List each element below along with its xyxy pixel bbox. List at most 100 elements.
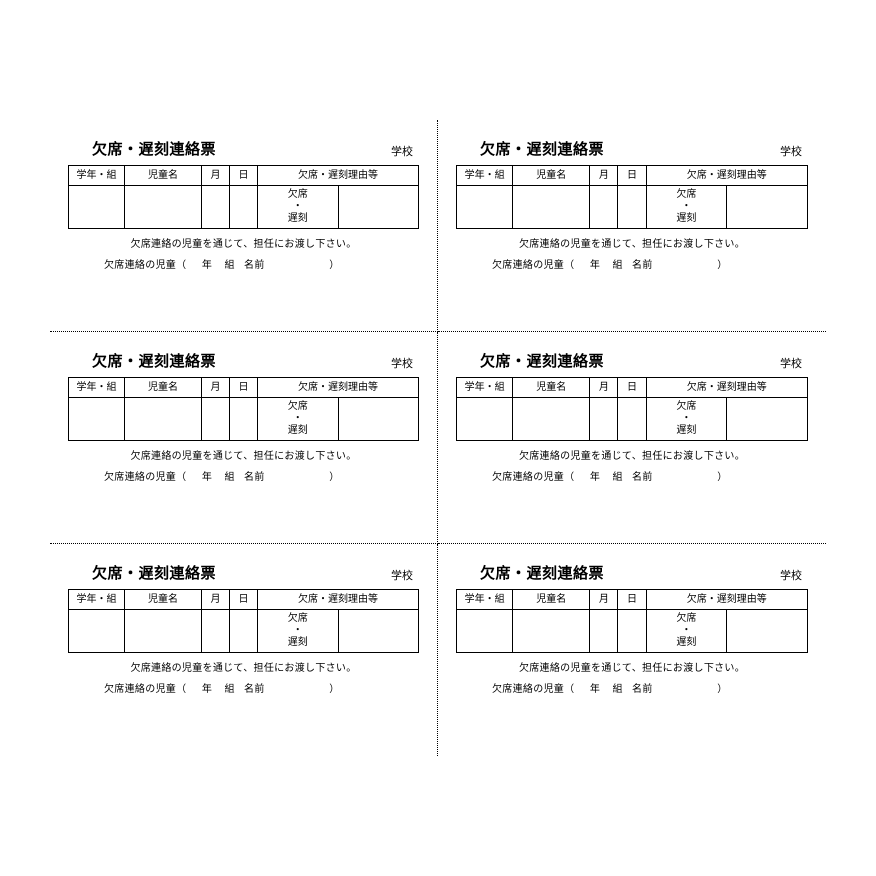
cell-absence-type: 欠席・遅刻 [258, 186, 339, 229]
deliverer-suffix: ） [717, 260, 727, 271]
cell-month [202, 610, 230, 653]
th-month: 月 [590, 378, 618, 398]
cell-day [230, 186, 258, 229]
deliverer-year: 年 [202, 684, 212, 695]
cell-reason [727, 398, 808, 441]
th-student-name: 児童名 [125, 166, 202, 186]
instruction-note: 欠席連絡の児童を通じて、担任にお渡し下さい。 [456, 235, 808, 250]
th-day: 日 [618, 378, 646, 398]
slip: 欠席・遅刻連絡票 学校 学年・組 児童名 月 日 欠席・遅刻理由等 欠席・遅刻 … [438, 120, 826, 332]
deliverer-prefix: 欠席連絡の児童（ [104, 472, 186, 483]
deliverer-year: 年 [590, 684, 600, 695]
cell-day [230, 398, 258, 441]
cell-student-name [125, 610, 202, 653]
deliverer-class: 組 [224, 684, 234, 695]
th-day: 日 [230, 166, 258, 186]
th-day: 日 [230, 378, 258, 398]
cell-absence-type: 欠席・遅刻 [258, 398, 339, 441]
cell-month [590, 610, 618, 653]
th-grade-class: 学年・組 [457, 378, 513, 398]
th-day: 日 [230, 590, 258, 610]
cell-day [618, 610, 646, 653]
slip-header: 欠席・遅刻連絡票 学校 [68, 350, 419, 371]
cell-grade-class [69, 398, 125, 441]
cell-day [230, 610, 258, 653]
slip-title: 欠席・遅刻連絡票 [460, 138, 604, 159]
th-reason: 欠席・遅刻理由等 [258, 166, 419, 186]
school-label: 学校 [780, 567, 804, 583]
th-grade-class: 学年・組 [457, 166, 513, 186]
th-reason: 欠席・遅刻理由等 [258, 378, 419, 398]
deliverer-year: 年 [202, 260, 212, 271]
deliverer-class: 組 [612, 260, 622, 271]
th-grade-class: 学年・組 [69, 378, 125, 398]
deliverer-name-label: 名前 [632, 684, 653, 695]
school-label: 学校 [391, 143, 415, 159]
cell-grade-class [457, 610, 513, 653]
slip: 欠席・遅刻連絡票 学校 学年・組 児童名 月 日 欠席・遅刻理由等 欠席・遅刻 … [438, 544, 826, 756]
th-month: 月 [202, 166, 230, 186]
cell-month [590, 186, 618, 229]
cell-absence-type: 欠席・遅刻 [646, 398, 727, 441]
deliverer-name-label: 名前 [244, 260, 265, 271]
slip-header: 欠席・遅刻連絡票 学校 [456, 350, 808, 371]
th-reason: 欠席・遅刻理由等 [646, 166, 807, 186]
school-label: 学校 [780, 355, 804, 371]
instruction-note: 欠席連絡の児童を通じて、担任にお渡し下さい。 [68, 235, 419, 250]
cell-month [590, 398, 618, 441]
th-student-name: 児童名 [125, 590, 202, 610]
cell-absence-type: 欠席・遅刻 [646, 186, 727, 229]
slip-table: 学年・組 児童名 月 日 欠席・遅刻理由等 欠席・遅刻 [68, 377, 419, 441]
cell-absence-type: 欠席・遅刻 [646, 610, 727, 653]
deliverer-class: 組 [612, 684, 622, 695]
deliverer-prefix: 欠席連絡の児童（ [492, 260, 574, 271]
instruction-note: 欠席連絡の児童を通じて、担任にお渡し下さい。 [456, 659, 808, 674]
th-month: 月 [202, 590, 230, 610]
cell-student-name [513, 186, 590, 229]
slip-title: 欠席・遅刻連絡票 [72, 562, 216, 583]
form-sheet: 欠席・遅刻連絡票 学校 学年・組 児童名 月 日 欠席・遅刻理由等 欠席・遅刻 … [0, 0, 876, 876]
deliverer-year: 年 [202, 472, 212, 483]
slip-title: 欠席・遅刻連絡票 [460, 562, 604, 583]
th-month: 月 [202, 378, 230, 398]
th-grade-class: 学年・組 [69, 166, 125, 186]
deliverer-class: 組 [612, 472, 622, 483]
deliverer-name-label: 名前 [632, 260, 653, 271]
cell-reason [338, 398, 419, 441]
slip-header: 欠席・遅刻連絡票 学校 [68, 138, 419, 159]
deliverer-prefix: 欠席連絡の児童（ [492, 684, 574, 695]
slip-title: 欠席・遅刻連絡票 [460, 350, 604, 371]
slip-table: 学年・組 児童名 月 日 欠席・遅刻理由等 欠席・遅刻 [456, 377, 808, 441]
th-student-name: 児童名 [125, 378, 202, 398]
cell-grade-class [69, 610, 125, 653]
th-student-name: 児童名 [513, 166, 590, 186]
cell-day [618, 398, 646, 441]
school-label: 学校 [780, 143, 804, 159]
cell-month [202, 186, 230, 229]
slip-table: 学年・組 児童名 月 日 欠席・遅刻理由等 欠席・遅刻 [68, 165, 419, 229]
deliverer-line: 欠席連絡の児童（ 年 組 名前 ） [68, 256, 419, 271]
cell-student-name [513, 398, 590, 441]
cell-reason [727, 186, 808, 229]
cell-grade-class [69, 186, 125, 229]
cell-student-name [125, 186, 202, 229]
deliverer-suffix: ） [717, 684, 727, 695]
cell-absence-type: 欠席・遅刻 [258, 610, 339, 653]
deliverer-name-label: 名前 [244, 684, 265, 695]
deliverer-class: 組 [224, 472, 234, 483]
slip: 欠席・遅刻連絡票 学校 学年・組 児童名 月 日 欠席・遅刻理由等 欠席・遅刻 … [50, 332, 438, 544]
slip-header: 欠席・遅刻連絡票 学校 [68, 562, 419, 583]
cell-student-name [513, 610, 590, 653]
th-month: 月 [590, 590, 618, 610]
th-reason: 欠席・遅刻理由等 [646, 378, 807, 398]
deliverer-name-label: 名前 [632, 472, 653, 483]
slip-title: 欠席・遅刻連絡票 [72, 138, 216, 159]
cell-grade-class [457, 186, 513, 229]
th-student-name: 児童名 [513, 378, 590, 398]
deliverer-line: 欠席連絡の児童（ 年 組 名前 ） [68, 468, 419, 483]
th-student-name: 児童名 [513, 590, 590, 610]
deliverer-line: 欠席連絡の児童（ 年 組 名前 ） [456, 468, 808, 483]
th-reason: 欠席・遅刻理由等 [646, 590, 807, 610]
deliverer-line: 欠席連絡の児童（ 年 組 名前 ） [456, 256, 808, 271]
deliverer-suffix: ） [717, 472, 727, 483]
